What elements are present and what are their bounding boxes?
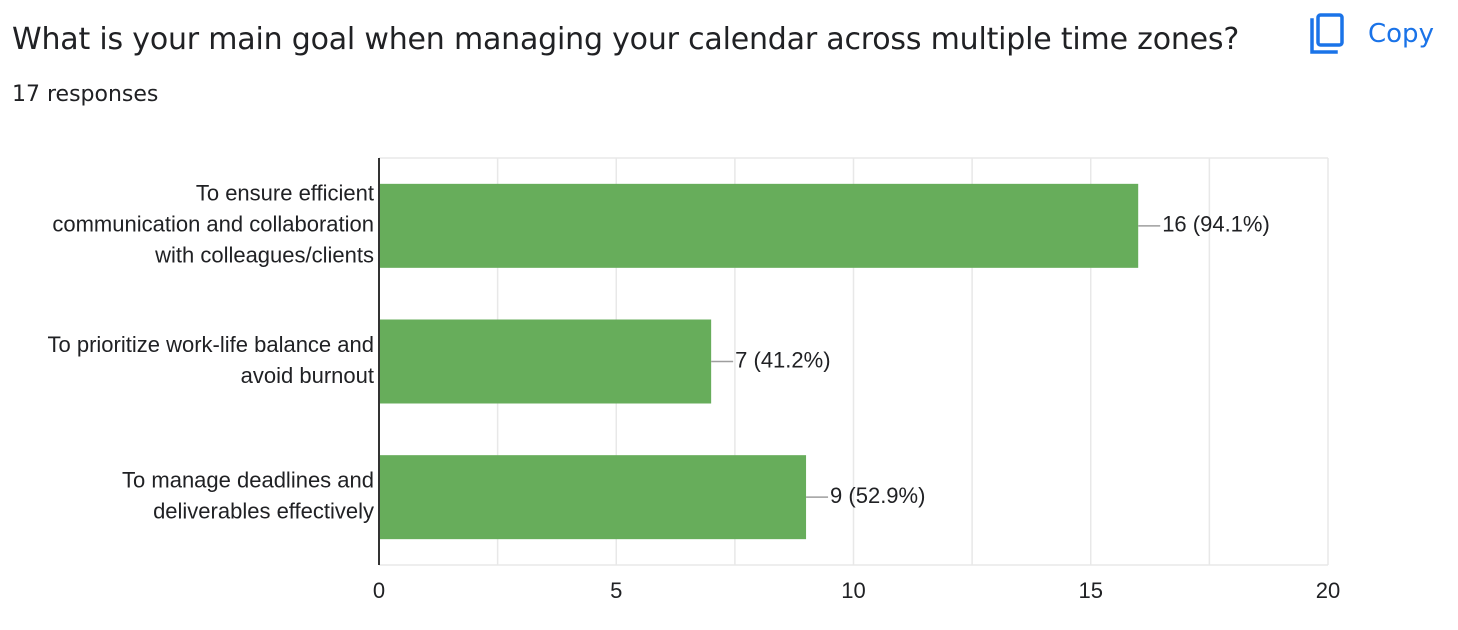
category-label: To prioritize work-life balance and xyxy=(48,332,375,357)
x-tick-label: 15 xyxy=(1079,578,1103,603)
category-label: To ensure efficient xyxy=(196,181,374,206)
question-title: What is your main goal when managing you… xyxy=(12,22,1240,57)
data-label: 7 (41.2%) xyxy=(735,347,830,372)
data-label: 9 (52.9%) xyxy=(830,483,925,508)
copy-button[interactable]: Copy xyxy=(1306,10,1454,58)
bar-1 xyxy=(379,319,712,404)
copy-label: Copy xyxy=(1368,19,1434,49)
x-tick-label: 10 xyxy=(841,578,865,603)
category-label: communication and collaboration xyxy=(52,212,374,237)
bar-2 xyxy=(379,455,807,540)
copy-icon xyxy=(1306,12,1346,56)
data-label: 16 (94.1%) xyxy=(1162,212,1270,237)
response-count: 17 responses xyxy=(12,82,159,107)
category-label: avoid burnout xyxy=(241,363,374,388)
category-label: deliverables effectively xyxy=(153,498,374,523)
category-label: with colleagues/clients xyxy=(154,243,374,268)
category-label: To manage deadlines and xyxy=(122,467,374,492)
bar-0 xyxy=(379,183,1139,268)
x-tick-label: 5 xyxy=(610,578,622,603)
x-tick-label: 20 xyxy=(1316,578,1340,603)
x-tick-label: 0 xyxy=(373,578,385,603)
